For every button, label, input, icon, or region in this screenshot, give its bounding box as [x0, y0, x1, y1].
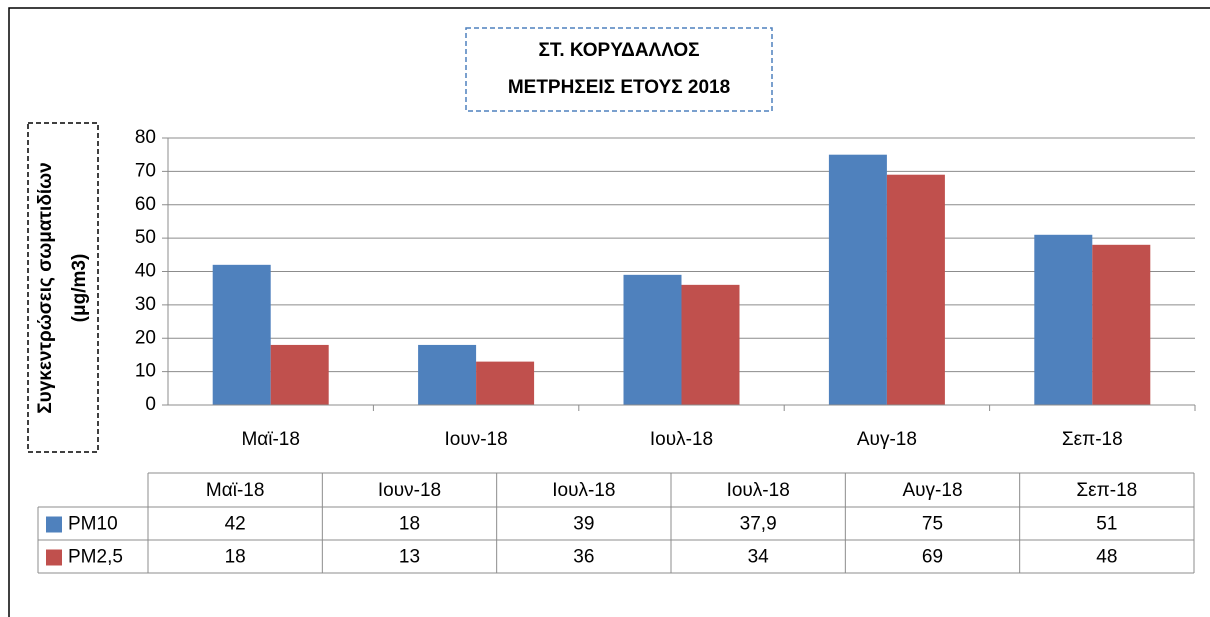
- table-cell: 18: [399, 514, 420, 535]
- legend-label: PM2,5: [68, 547, 123, 568]
- y-tick-label: 80: [135, 127, 156, 148]
- x-tick-label: Ιουν-18: [444, 429, 507, 450]
- chart-title: ΜΕΤΡΗΣΕΙΣ ΕΤΟΥΣ 2018: [508, 77, 730, 98]
- y-axis-label: Συγκεντρώσεις σωματιδίων: [35, 162, 56, 413]
- y-tick-label: 0: [145, 394, 156, 415]
- table-cell: 37,9: [740, 514, 777, 535]
- legend-key: [46, 516, 62, 533]
- table-cell: 18: [225, 547, 246, 568]
- title-box: [465, 27, 773, 112]
- y-tick-label: 50: [135, 227, 156, 248]
- bar: [886, 174, 945, 405]
- bar: [681, 284, 740, 405]
- table-cell: 48: [1096, 547, 1117, 568]
- bar: [212, 264, 271, 405]
- table-cell: 42: [225, 514, 246, 535]
- y-tick-label: 30: [135, 294, 156, 315]
- x-tick-label: Σεπ-18: [1062, 429, 1123, 450]
- y-label-box: [27, 122, 99, 453]
- table-cell: 39: [573, 514, 594, 535]
- y-tick-label: 20: [135, 327, 156, 348]
- x-tick-label: Ιουλ-18: [650, 429, 713, 450]
- chart-title: ΣΤ. ΚΟΡΥΔΑΛΛΟΣ: [538, 40, 699, 61]
- table-header: Ιουν-18: [378, 480, 441, 501]
- table-header: Ιουλ-18: [552, 480, 615, 501]
- y-tick-label: 40: [135, 261, 156, 282]
- table-cell: 34: [748, 547, 770, 568]
- x-tick-label: Μαϊ-18: [241, 429, 300, 450]
- bar: [270, 344, 329, 405]
- outer-border: [8, 7, 1210, 617]
- x-tick-label: Αυγ-18: [857, 429, 917, 450]
- table-header: Μαϊ-18: [206, 480, 265, 501]
- table-cell: 69: [922, 547, 943, 568]
- y-tick-label: 70: [135, 160, 156, 181]
- y-label: Συγκεντρώσεις σωματιδίων (μg/m3): [35, 162, 90, 413]
- table-cell: 51: [1096, 514, 1117, 535]
- table-header: Ιουλ-18: [727, 480, 790, 501]
- legend-key: [46, 549, 62, 566]
- bar: [623, 274, 682, 405]
- bar: [1092, 244, 1151, 405]
- bar: [418, 344, 477, 405]
- table-header: Αυγ-18: [902, 480, 962, 501]
- y-tick-label: 60: [135, 194, 156, 215]
- bar: [1034, 234, 1093, 405]
- bar: [476, 361, 535, 405]
- y-axis-label: (μg/m3): [69, 254, 90, 323]
- y-tick-label: 10: [135, 361, 156, 382]
- table-header: Σεπ-18: [1076, 480, 1137, 501]
- bar: [828, 154, 887, 405]
- table-cell: 13: [399, 547, 420, 568]
- table-cell: 75: [922, 514, 943, 535]
- legend-label: PM10: [68, 514, 118, 535]
- table-cell: 36: [573, 547, 594, 568]
